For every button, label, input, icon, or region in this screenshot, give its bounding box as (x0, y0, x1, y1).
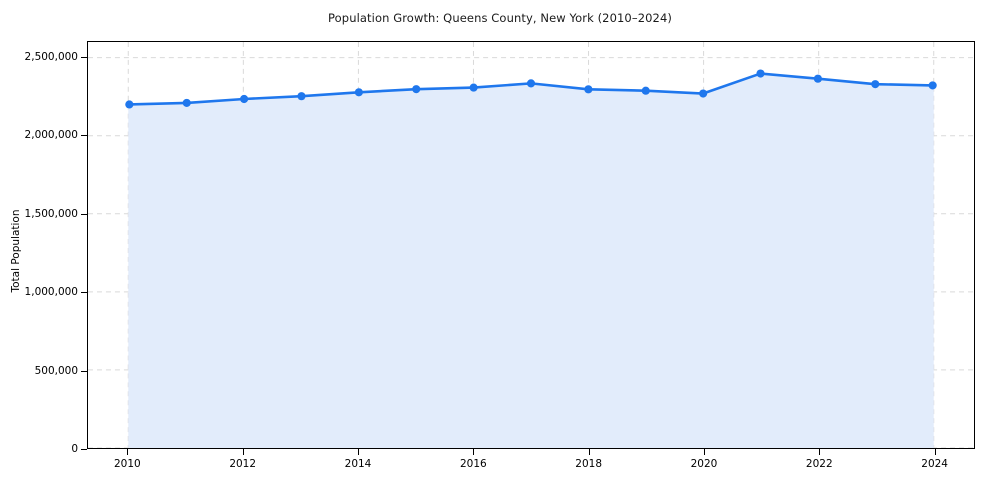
y-tick-label: 500,000 (34, 364, 78, 377)
chart-title: Population Growth: Queens County, New Yo… (328, 11, 672, 25)
data-point-marker (412, 85, 421, 94)
data-point-marker (756, 69, 765, 78)
data-point-marker (182, 98, 191, 107)
x-tick-mark (819, 449, 821, 455)
y-tick-mark (81, 213, 87, 215)
y-tick-mark (81, 449, 87, 450)
data-point-marker (297, 92, 306, 101)
x-axis-tick-labels: 2010 2012 2014 2016 2018 2020 2022 2024 (0, 458, 1000, 478)
x-tick-mark (242, 449, 244, 455)
data-point-marker (813, 74, 822, 83)
data-point-marker (240, 94, 249, 104)
area-fill (128, 73, 934, 448)
data-point-marker (871, 80, 880, 89)
y-tick-label: 0 (71, 443, 78, 455)
x-tick-label: 2020 (690, 458, 718, 470)
x-tick-mark (358, 449, 359, 455)
x-tick-mark (588, 449, 590, 455)
x-tick-mark (934, 449, 936, 455)
x-tick-label: 2024 (921, 458, 948, 470)
y-tick-mark (81, 56, 87, 58)
y-tick-mark (81, 135, 87, 137)
data-point-marker (354, 88, 363, 97)
data-series-line (125, 69, 937, 109)
x-tick-label: 2018 (575, 458, 603, 470)
data-point-marker (699, 89, 708, 98)
data-point-marker (928, 81, 937, 90)
y-tick-label: 1,500,000 (24, 207, 78, 220)
x-tick-mark (703, 449, 705, 455)
y-tick-label: 1,000,000 (24, 286, 78, 299)
x-tick-mark (127, 449, 129, 455)
y-tick-label: 2,000,000 (24, 129, 78, 142)
data-point-marker (125, 100, 134, 109)
x-tick-mark (473, 449, 475, 455)
data-point-marker (526, 79, 536, 88)
data-point-marker (641, 86, 650, 95)
x-tick-label: 2010 (113, 458, 141, 470)
x-tick-label: 2014 (344, 458, 372, 470)
y-tick-mark (81, 292, 87, 294)
plot-area (87, 41, 975, 449)
x-tick-label: 2016 (459, 458, 487, 470)
y-axis-tick-labels: 0 500,000 1,000,000 1,500,000 2,000,000 2,500… (0, 0, 78, 500)
data-point-marker (469, 83, 478, 92)
y-tick-label: 2,500,000 (24, 50, 78, 63)
data-point-marker (584, 85, 593, 94)
x-tick-label: 2022 (805, 458, 833, 470)
x-tick-label: 2012 (229, 458, 257, 470)
y-tick-mark (81, 370, 87, 372)
